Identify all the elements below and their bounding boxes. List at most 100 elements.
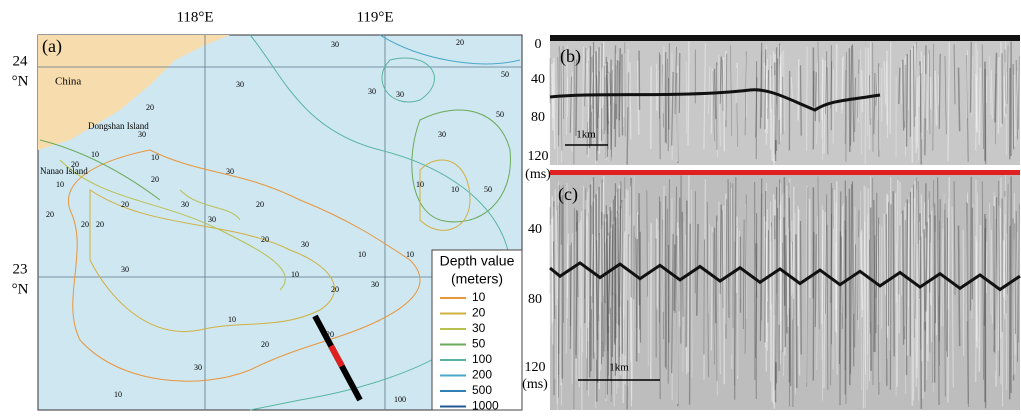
tick-label: 120 [528, 149, 549, 164]
texture [775, 54, 776, 140]
legend-label: 10 [472, 290, 486, 304]
seafloor-top [550, 35, 1020, 41]
lon-label: 119°E [356, 9, 393, 25]
contour-label: 20 [146, 103, 154, 112]
texture [798, 59, 799, 120]
contour-label: 10 [91, 150, 99, 159]
contour-label: 10 [358, 250, 366, 259]
texture [971, 177, 972, 311]
contour-label: 20 [81, 220, 89, 229]
profile-top [550, 170, 1020, 175]
place-label: Nanao Island [40, 166, 88, 176]
texture [807, 47, 808, 151]
contour-label: 30 [226, 167, 234, 176]
texture [822, 210, 823, 324]
texture [724, 57, 725, 151]
contour-label: 30 [236, 80, 244, 89]
texture [765, 191, 766, 343]
contour-label: 30 [138, 130, 146, 139]
contour-label: 20 [256, 200, 264, 209]
place-label: China [55, 76, 81, 88]
unit-label: (ms) [525, 167, 551, 182]
panel-label: (c) [558, 184, 578, 205]
contour-label: 20 [331, 285, 339, 294]
texture [822, 59, 823, 119]
tick-label: 40 [528, 222, 542, 237]
contour-label: 20 [71, 160, 79, 169]
texture [896, 193, 897, 302]
contour-label: 30 [208, 215, 216, 224]
contour-label: 20 [261, 235, 269, 244]
texture [611, 60, 612, 150]
scale-label: 1km [576, 129, 596, 141]
contour-label: 100 [394, 395, 406, 404]
texture [928, 218, 929, 361]
lat-label: 23 [13, 261, 28, 277]
contour-label: 30 [396, 90, 404, 99]
texture [903, 210, 904, 344]
lon-label: 118°E [176, 9, 213, 25]
tick-label: 40 [531, 72, 545, 87]
contour-label: 10 [114, 390, 122, 399]
contour-label: 30 [331, 40, 339, 49]
contour-label: 10 [416, 180, 424, 189]
texture [554, 58, 555, 149]
map-panel: (a) 118°E 119°E 24 °N 23 °N China Dongsh… [12, 9, 522, 412]
legend-label: 1000 [472, 399, 499, 413]
texture [921, 194, 922, 361]
texture [890, 204, 891, 389]
texture [796, 234, 797, 388]
legend-label: 20 [472, 306, 486, 320]
contour-label: 10 [56, 180, 64, 189]
texture [704, 240, 705, 355]
legend-label: 500 [472, 383, 492, 397]
texture [775, 199, 776, 362]
lat-label: 24 [13, 53, 29, 69]
legend-label: 30 [472, 321, 486, 335]
lat-label: °N [12, 281, 29, 297]
panel-label: (a) [42, 36, 62, 57]
texture [550, 225, 551, 337]
contour-label: 20 [46, 210, 54, 219]
texture [770, 242, 771, 381]
texture [576, 59, 577, 136]
texture [711, 68, 712, 133]
contour-label: 30 [438, 130, 446, 139]
panel-label: (b) [560, 46, 581, 67]
contour-label: 30 [371, 280, 379, 289]
contour-label: 50 [484, 185, 492, 194]
contour-label: 20 [121, 200, 129, 209]
legend-title: Depth value [440, 253, 515, 269]
contour-label: 50 [496, 110, 504, 119]
texture [607, 62, 608, 124]
legend-label: 50 [472, 337, 486, 351]
texture [903, 60, 904, 131]
texture [862, 70, 863, 112]
contour-label: 30 [121, 265, 129, 274]
contour-label: 30 [181, 200, 189, 209]
texture [800, 221, 801, 354]
legend-unit: (meters) [451, 271, 503, 287]
texture [570, 245, 571, 326]
contour-label: 10 [451, 185, 459, 194]
profile-b [550, 35, 1020, 165]
texture [870, 42, 871, 119]
contour-label: 10 [228, 315, 236, 324]
contour-label: 20 [456, 38, 464, 47]
legend-label: 100 [472, 352, 492, 366]
texture [921, 51, 922, 139]
contour-label: 10 [291, 270, 299, 279]
texture [897, 180, 898, 387]
texture [800, 65, 801, 135]
tick-label: 80 [528, 292, 542, 307]
texture [906, 54, 907, 147]
texture [617, 60, 618, 119]
texture [581, 211, 582, 327]
unit-label: (ms) [522, 377, 548, 392]
contour-label: 30 [301, 240, 309, 249]
texture [711, 227, 712, 351]
contour-label: 20 [151, 175, 159, 184]
tick-label: 0 [535, 37, 542, 52]
texture [998, 57, 999, 133]
